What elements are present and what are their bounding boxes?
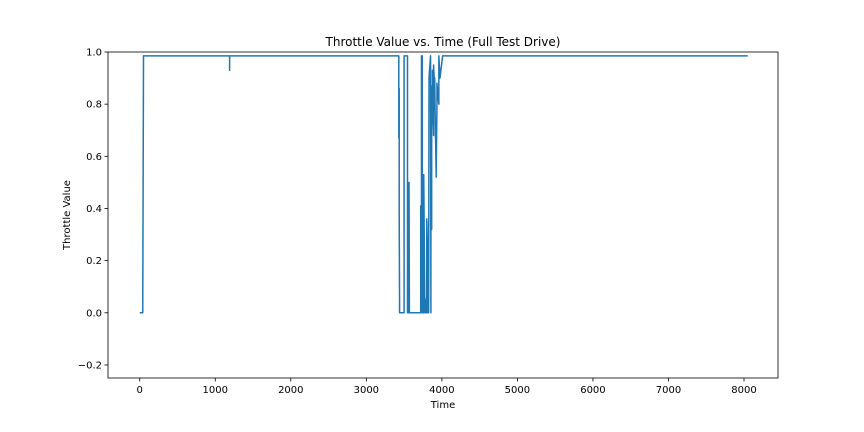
- y-tick-label: 0.2: [86, 256, 102, 267]
- x-axis-label: Time: [430, 400, 455, 411]
- x-tick-label: 2000: [278, 385, 303, 396]
- plot-area: [139, 55, 748, 314]
- x-tick-label: 6000: [580, 385, 605, 396]
- x-tick-label: 7000: [656, 385, 681, 396]
- throttle-series-line: [139, 55, 748, 314]
- x-axis: 0 1000 2000 3000 4000 5000 6000 7000 8000: [137, 378, 757, 396]
- y-axis: −0.2 0.0 0.2 0.4 0.6 0.8 1.0: [78, 48, 108, 371]
- x-tick-label: 3000: [354, 385, 379, 396]
- x-tick-label: 8000: [731, 385, 756, 396]
- x-tick-label: 0: [137, 385, 143, 396]
- y-axis-label: Throttle Value: [62, 180, 73, 251]
- chart-title: Throttle Value vs. Time (Full Test Drive…: [325, 35, 561, 49]
- y-tick-label: −0.2: [78, 360, 102, 371]
- x-tick-label: 4000: [429, 385, 454, 396]
- x-tick-label: 1000: [203, 385, 228, 396]
- axes-frame: [107, 51, 779, 379]
- y-tick-label: 0.8: [86, 100, 102, 111]
- y-tick-label: 1.0: [86, 48, 102, 59]
- y-tick-label: 0.6: [86, 152, 102, 163]
- x-tick-label: 5000: [505, 385, 530, 396]
- y-tick-label: 0.4: [86, 204, 102, 215]
- y-tick-label: 0.0: [86, 308, 102, 319]
